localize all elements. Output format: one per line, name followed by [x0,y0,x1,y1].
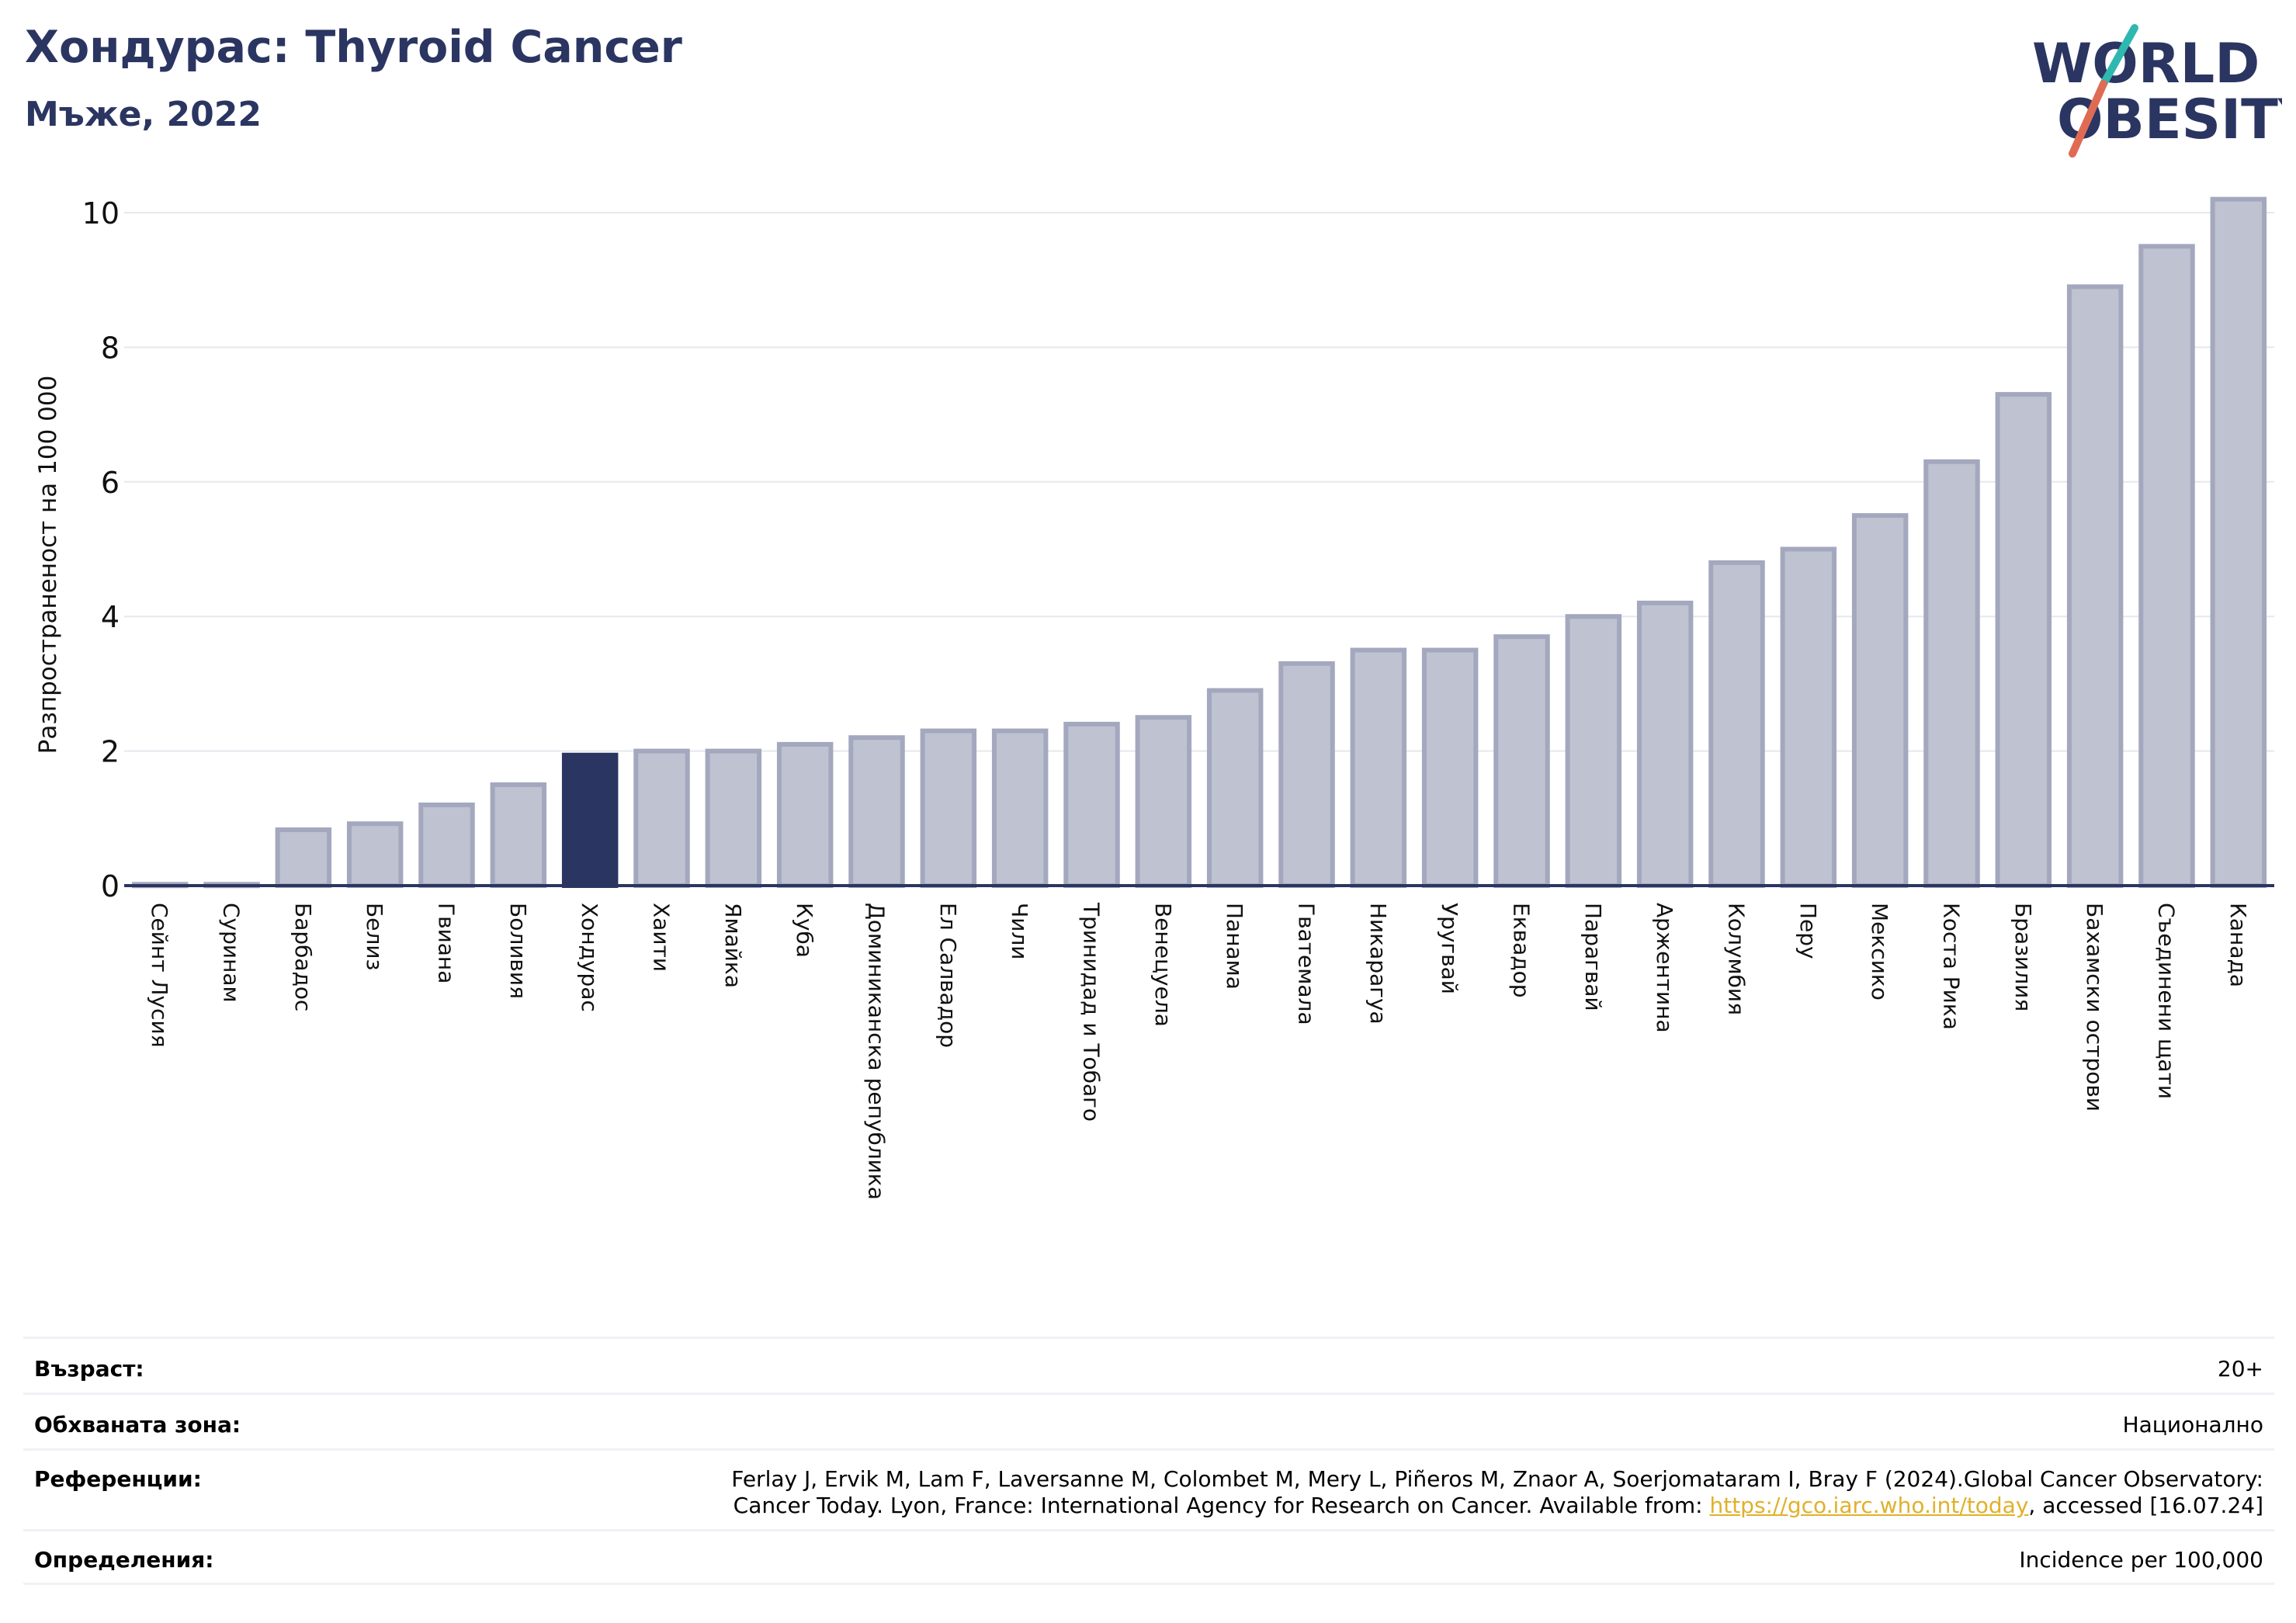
bar [490,782,547,889]
bar [1708,560,1765,889]
references-line2-post: , accessed [16.07.24] [2028,1493,2263,1518]
meta-row-age: Възраст: 20+ [23,1337,2274,1392]
x-tick-label: Панама [1222,903,1247,990]
references-link[interactable]: https://gco.iarc.who.int/today [1709,1493,2029,1518]
x-tick-label: Мексико [1867,903,1892,1001]
x-tick-label: Барбадос [290,903,316,1011]
x-tick-label: Боливия [505,903,531,999]
x-tick-label: Чили [1007,903,1032,960]
x-tick-label: Хаити [649,903,675,972]
references-line2-pre: Cancer Today. Lyon, France: Internationa… [733,1493,1710,1518]
chart-title: Хондурас: Thyroid Cancer [25,22,682,73]
references-label: Референции: [34,1466,202,1492]
x-tick-label: Доминиканска република [864,903,890,1200]
bar [1350,647,1407,888]
x-tick-label: Суринам [219,903,245,1003]
x-tick-label: Хондурас [577,903,602,1012]
bar [2138,244,2195,889]
x-tick-label: Колумбия [1724,903,1750,1015]
bar [418,802,475,888]
x-tick-label: Бразилия [2010,903,2036,1011]
coverage-label: Обхваната зона: [34,1412,241,1437]
references-value: Ferlay J, Ervik M, Lam F, Laversanne M, … [731,1466,2263,1519]
coverage-value: Национално [2122,1412,2263,1437]
bar [1421,647,1479,888]
x-tick-label: Белиз [362,903,387,970]
x-tick-label: Аржентина [1652,903,1677,1033]
bar [1923,459,1980,888]
bar-chart: 0 2 4 6 8 10 Разпространеност на 100 000 Сейнт … [34,196,2274,1200]
world-obesity-logo: WORLD OBESITY [2032,24,2282,158]
x-tick-label: Венецуела [1150,903,1176,1027]
bar [2210,196,2267,889]
bar [1780,546,1837,888]
bar [561,752,619,888]
y-tick-label: 4 [101,600,120,634]
bar [346,821,404,888]
age-label: Възраст: [34,1356,144,1382]
x-tick-label: Коста Рика [1939,903,1965,1030]
meta-row-references: Референции: Ferlay J, Ervik M, Lam F, La… [23,1448,2274,1529]
x-tick-label: Перу [1795,903,1821,959]
y-axis-label: Разпространеност на 100 000 [34,376,62,754]
bar [991,728,1049,889]
bar [848,735,905,889]
bar [1278,661,1335,888]
bar [633,748,690,888]
meta-row-definitions: Определения: Incidence per 100,000 [23,1529,2274,1585]
bar [1995,392,2052,888]
x-tick-label: Еквадор [1509,903,1535,998]
bar [1565,614,1622,888]
definitions-value: Incidence per 100,000 [2019,1547,2263,1573]
bar [705,748,762,888]
x-tick-label: Ямайка [720,903,746,988]
x-tick-label: Никарагуа [1365,903,1391,1025]
x-tick-label: Парагвай [1580,903,1606,1011]
x-tick-label: Съединени щати [2154,903,2180,1099]
x-tick-label: Канада [2225,903,2251,987]
metadata-table: Възраст: 20+ Обхваната зона: Национално … [23,1337,2274,1585]
x-tick-label: Бахамски острови [2082,903,2107,1111]
y-tick-label: 6 [101,466,120,500]
bar [1135,715,1192,888]
x-tick-label: Гватемала [1294,903,1320,1025]
meta-row-coverage: Обхваната зона: Национално [23,1392,2274,1448]
bar [776,741,834,888]
references-line1: Ferlay J, Ervik M, Lam F, Laversanne M, … [731,1466,2263,1492]
bar [1636,600,1694,888]
x-tick-label: Гвиана [434,903,460,983]
x-tick-label: Тринидад и Тобаго [1079,902,1105,1122]
y-tick-label: 0 [101,869,120,903]
chart-subtitle: Мъже, 2022 [25,95,262,134]
logo-line1: WORLD [2032,32,2260,95]
x-tick-label: Куба [792,903,817,958]
definitions-label: Определения: [34,1547,214,1573]
bar [920,728,977,889]
x-tick-label: Сейнт Лусия [147,903,172,1048]
age-value: 20+ [2217,1356,2263,1382]
bar [2066,284,2124,888]
x-tick-label: Уругвай [1437,903,1462,994]
bar [275,827,332,888]
x-tick-label: Ел Салвадор [935,903,961,1048]
bar [1063,721,1120,888]
y-tick-label: 8 [101,331,120,365]
y-tick-label: 10 [82,196,120,231]
bar [1493,634,1550,889]
bar [1851,513,1909,889]
y-tick-label: 2 [101,735,120,769]
bar [1206,688,1264,888]
